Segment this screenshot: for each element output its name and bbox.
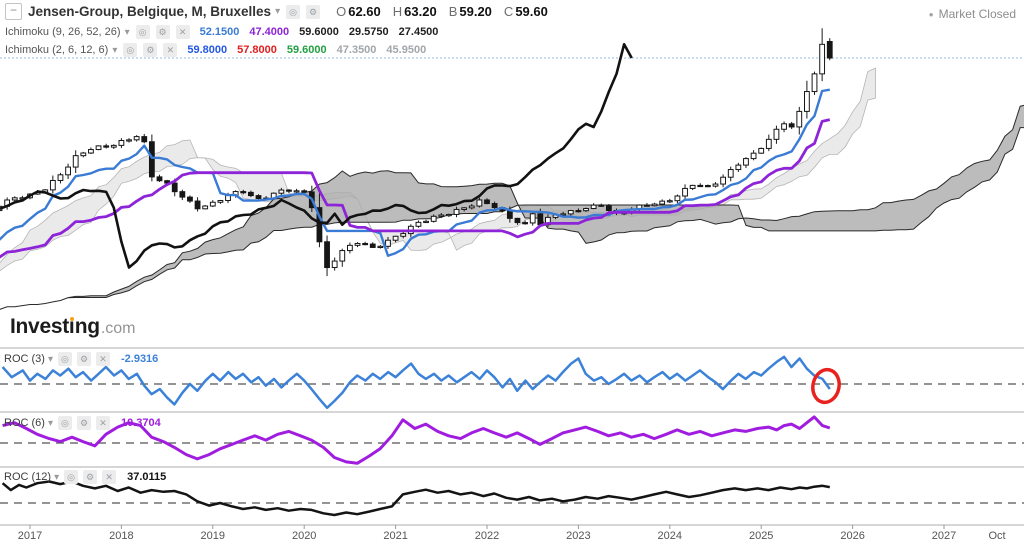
axis-year-label: 2025	[749, 530, 773, 542]
close-icon[interactable]: ✕	[95, 416, 110, 430]
roc12-label: ROC (12)	[4, 471, 52, 483]
axis-year-label: 2020	[292, 530, 316, 542]
status-dot-icon: ●	[928, 9, 934, 19]
price-panel	[0, 28, 1024, 310]
senkou-cloud-primary	[0, 104, 1024, 310]
indicator-value: 57.8000	[237, 44, 277, 56]
kijun-line	[0, 118, 831, 259]
axis-year-label: 2018	[109, 530, 133, 542]
roc12-line	[1, 480, 831, 517]
candlestick-series	[0, 28, 833, 277]
close-icon[interactable]: ✕	[102, 470, 117, 484]
chevron-down-icon[interactable]: ▾	[47, 353, 53, 365]
symbol-header: − Jensen-Group, Belgique, M, Bruxelles ▾…	[5, 3, 548, 20]
close-value: 59.60	[515, 4, 548, 19]
tenkan-line	[0, 88, 830, 258]
axis-year-label: 2026	[840, 530, 864, 542]
ohlc-readout: O 62.60 H 63.20 B 59.20 C 59.60	[336, 4, 548, 19]
high-label: H	[392, 4, 403, 19]
chikou-line	[0, 42, 633, 269]
roc6-line	[2, 415, 831, 465]
gear-icon[interactable]: ⚙	[155, 25, 170, 39]
roc-panel-12	[0, 480, 1024, 517]
roc3-label: ROC (3)	[4, 353, 45, 365]
chevron-down-icon[interactable]: ▾	[124, 26, 130, 38]
visibility-icon[interactable]: ◎	[57, 416, 72, 430]
indicator-legend-ichimoku-1: Ichimoku (9, 26, 52, 26) ▾ ◎ ⚙ ✕ 52.1500…	[5, 25, 438, 39]
roc6-value: 10.3704	[120, 417, 161, 429]
gear-icon[interactable]: ⚙	[306, 4, 321, 19]
logo-i-dot	[69, 316, 74, 321]
close-icon[interactable]: ✕	[95, 352, 110, 366]
visibility-icon[interactable]: ◎	[286, 4, 301, 19]
visibility-icon[interactable]: ◎	[123, 43, 138, 57]
roc3-value: -2.9316	[120, 353, 159, 365]
market-status: ● Market Closed	[929, 7, 1016, 21]
open-value: 62.60	[348, 4, 381, 19]
roc3-line	[1, 355, 831, 410]
axis-year-label: 2021	[383, 530, 407, 542]
visibility-icon[interactable]: ◎	[135, 25, 150, 39]
indicator-legend-ichimoku-2: Ichimoku (2, 6, 12, 6) ▾ ◎ ⚙ ✕ 59.8000 5…	[5, 43, 426, 57]
indicator-value: 59.8000	[187, 44, 228, 56]
investing-logo: Invest ı ng .com	[10, 315, 135, 339]
chevron-down-icon[interactable]: ▾	[47, 417, 53, 429]
axis-year-label: 2023	[566, 530, 590, 542]
logo-text: ng	[74, 315, 100, 338]
close-label: C	[503, 4, 514, 19]
indicator-value: 59.6000	[286, 44, 327, 56]
indicator-value: 27.4500	[398, 26, 439, 38]
indicator-value: 52.1500	[199, 26, 240, 38]
roc-panel-6	[0, 415, 1024, 465]
visibility-icon[interactable]: ◎	[64, 470, 79, 484]
roc3-panel-legend: ROC (3) ▾ ◎ ⚙ ✕ -2.9316	[4, 352, 158, 366]
axis-month-label: Oct	[988, 530, 1005, 542]
gear-icon[interactable]: ⚙	[76, 416, 91, 430]
logo-i: ı	[68, 315, 75, 338]
chevron-down-icon[interactable]: ▾	[112, 44, 118, 56]
time-axis[interactable]: 2017 2018 2019 2020 2021 2022 2023 2024 2025 2026…	[18, 525, 1006, 542]
axis-year-label: 2027	[932, 530, 956, 542]
open-label: O	[336, 4, 347, 19]
indicator-title: Ichimoku (9, 26, 52, 26)	[5, 26, 121, 38]
gear-icon[interactable]: ⚙	[143, 43, 158, 57]
high-value: 63.20	[404, 4, 437, 19]
low-value: 59.20	[459, 4, 492, 19]
axis-year-label: 2022	[475, 530, 499, 542]
indicator-value: 29.5750	[348, 26, 389, 38]
indicator-title: Ichimoku (2, 6, 12, 6)	[5, 44, 109, 56]
roc-panel-3	[0, 355, 1024, 410]
indicator-value: 47.3500	[336, 44, 377, 56]
close-icon[interactable]: ✕	[163, 43, 178, 57]
indicator-value: 45.9500	[386, 44, 427, 56]
roc12-value: 37.0115	[127, 471, 167, 483]
roc6-label: ROC (6)	[4, 417, 45, 429]
roc12-panel-legend: ROC (12) ▾ ◎ ⚙ ✕ 37.0115	[4, 470, 166, 484]
indicator-value: 47.4000	[249, 26, 290, 38]
chevron-down-icon[interactable]: ▾	[54, 471, 60, 483]
close-icon[interactable]: ✕	[175, 25, 190, 39]
visibility-icon[interactable]: ◎	[57, 352, 72, 366]
drawn-circle-annotation	[811, 367, 841, 405]
indicator-value: 59.6000	[299, 26, 339, 38]
axis-year-label: 2019	[201, 530, 225, 542]
status-text: Market Closed	[938, 7, 1016, 21]
symbol-title[interactable]: Jensen-Group, Belgique, M, Bruxelles	[28, 4, 272, 19]
logo-tld: .com	[100, 320, 136, 337]
collapse-icon[interactable]: −	[5, 3, 22, 20]
roc6-panel-legend: ROC (6) ▾ ◎ ⚙ ✕ 10.3704	[4, 416, 161, 430]
chevron-down-icon[interactable]: ▾	[275, 6, 281, 17]
gear-icon[interactable]: ⚙	[83, 470, 98, 484]
axis-year-label: 2024	[658, 530, 682, 542]
senkou-cloud-secondary	[0, 67, 876, 272]
logo-text: Invest	[10, 315, 69, 338]
low-label: B	[448, 4, 458, 19]
axis-year-label: 2017	[18, 530, 42, 542]
gear-icon[interactable]: ⚙	[76, 352, 91, 366]
